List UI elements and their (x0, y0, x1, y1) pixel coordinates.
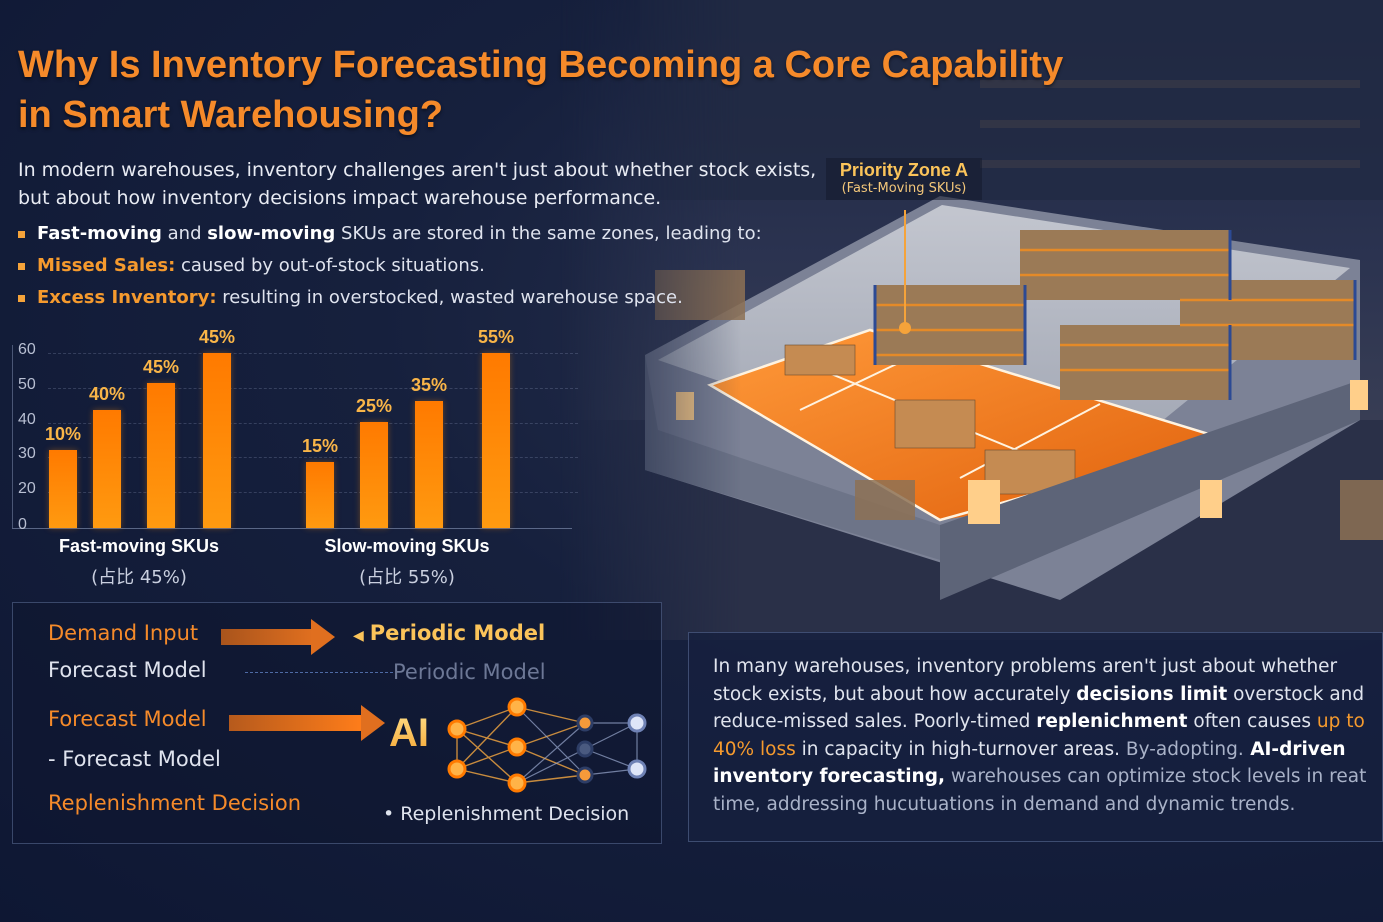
bar-value-label: 35% (410, 375, 448, 396)
y-tick-label: 20 (18, 480, 36, 497)
warehouse-3d-icon (560, 0, 1383, 640)
grid-line (48, 423, 578, 424)
periodic-model-faded-label: Periodic Model (393, 660, 546, 684)
bar (360, 422, 388, 528)
summary-text: In many warehouses, inventory problems a… (713, 653, 1373, 818)
y-tick-label: 60 (18, 341, 36, 358)
bar-value-label: 15% (301, 435, 339, 456)
replenishment-label: Replenishment Decision (48, 791, 302, 815)
arrow-right-icon (221, 619, 335, 655)
page-title: Why Is Inventory Forecasting Becoming a … (18, 40, 1218, 140)
bar-value-label: 25% (355, 396, 393, 417)
callout-title: Priority Zone A (839, 160, 969, 180)
arrow-right-icon (229, 705, 385, 741)
intro-text: In modern warehouses, inventory challeng… (18, 159, 817, 209)
y-tick-label: 30 (18, 445, 36, 462)
bar-value-label: 40% (88, 384, 126, 405)
forecast-flow-panel: Demand Input ◀ Periodic Model Forecast Mo… (12, 602, 662, 844)
bullet-item: Excess Inventory: resulting in overstock… (18, 282, 818, 314)
group-share-label: (占比 55%) (359, 567, 455, 588)
periodic-model-label: ◀ Periodic Model (353, 621, 545, 645)
warehouse-illustration (560, 0, 1383, 640)
summary-segment: warehouses can optimize stock levels in … (713, 766, 1367, 815)
grid-line (48, 388, 578, 389)
y-tick-label: 0 (18, 516, 27, 533)
bullet-bold: slow-moving (207, 223, 336, 244)
bullet-list: Fast-moving and slow-moving SKUs are sto… (18, 218, 818, 314)
summary-segment: often causes (1187, 711, 1317, 732)
group-label: Slow-moving SKUs (324, 536, 490, 556)
summary-segment: in capacity in high-turnover areas. (795, 738, 1126, 760)
demand-input-label: Demand Input (48, 621, 199, 645)
bar (49, 449, 77, 528)
title-line-1: Why Is Inventory Forecasting Becoming a … (18, 44, 1064, 86)
y-tick-label: 50 (18, 376, 36, 393)
bar-value-label: 10% (44, 423, 82, 444)
bar (93, 410, 121, 528)
group-label: Fast-moving SKUs (58, 536, 220, 556)
summary-dim: By-adopting. (1125, 738, 1244, 760)
bar (147, 383, 175, 528)
bullet-square-icon (18, 262, 25, 270)
replenishment-sub-label: • Replenishment Decision (383, 803, 630, 825)
x-axis (12, 528, 572, 529)
callout-subtitle: (Fast-Moving SKUs) (841, 181, 967, 196)
grid-line (48, 353, 578, 354)
bullet-highlight: Missed Sales: (37, 255, 176, 276)
ai-label: AI (389, 711, 429, 755)
y-tick-label: 40 (18, 411, 36, 428)
dashed-connector (245, 672, 393, 673)
bullet-square-icon (18, 230, 25, 238)
bullet-item: Missed Sales: caused by out-of-stock sit… (18, 250, 818, 282)
bullet-highlight: Excess Inventory: (37, 287, 217, 308)
sku-bar-chart: 0 20 30 40 50 60 10% 40% 45% 45% Fast-moving SKUs (… (0, 327, 600, 595)
summary-highlight: up to 40% loss (713, 711, 1365, 760)
forecast-model-plain-label: Forecast Model (48, 658, 207, 682)
forecast-model-label: Forecast Model (48, 707, 207, 731)
periodic-model-text: Periodic Model (369, 621, 546, 645)
bar-value-label: 45% (142, 357, 180, 378)
bar (306, 461, 334, 528)
title-line-2: in Smart Warehousing? (18, 94, 444, 136)
bullet-text: SKUs are stored in the same zones, leadi… (335, 223, 762, 244)
bullet-item: Fast-moving and slow-moving SKUs are sto… (18, 218, 818, 250)
bullet-square-icon (18, 294, 25, 302)
bar (203, 353, 231, 528)
grid-line (48, 457, 578, 458)
bar (415, 401, 443, 528)
summary-bold: AI-driven inventory forecasting, (713, 738, 1346, 788)
callout-pointer-line (904, 210, 906, 325)
y-axis (12, 345, 13, 528)
bullet-text: resulting in overstocked, wasted warehou… (216, 287, 683, 308)
forecast-model-sub-label: - Forecast Model (48, 747, 221, 771)
triangle-left-icon: ◀ (353, 628, 364, 644)
summary-segment: In many warehouses, inventory problems a… (713, 656, 1338, 705)
callout-pin-icon (899, 322, 911, 334)
bullet-text: and (161, 223, 208, 244)
priority-zone-callout: Priority Zone A (Fast-Moving SKUs) (826, 158, 982, 200)
bar-value-label: 45% (198, 327, 236, 348)
summary-bold: decisions limit (1076, 683, 1228, 705)
bar (482, 353, 510, 528)
summary-panel: In many warehouses, inventory problems a… (688, 632, 1383, 842)
summary-segment: overstock and reduce-missed sales. Poorl… (713, 683, 1365, 733)
summary-bold: replenichment (1036, 711, 1188, 732)
bullet-text: caused by out-of-stock situations. (175, 255, 485, 276)
bar-value-label: 55% (477, 327, 515, 348)
neural-network-icon (447, 697, 647, 793)
group-share-label: (占比 45%) (91, 567, 187, 588)
bullet-bold: Fast-moving (37, 223, 162, 244)
